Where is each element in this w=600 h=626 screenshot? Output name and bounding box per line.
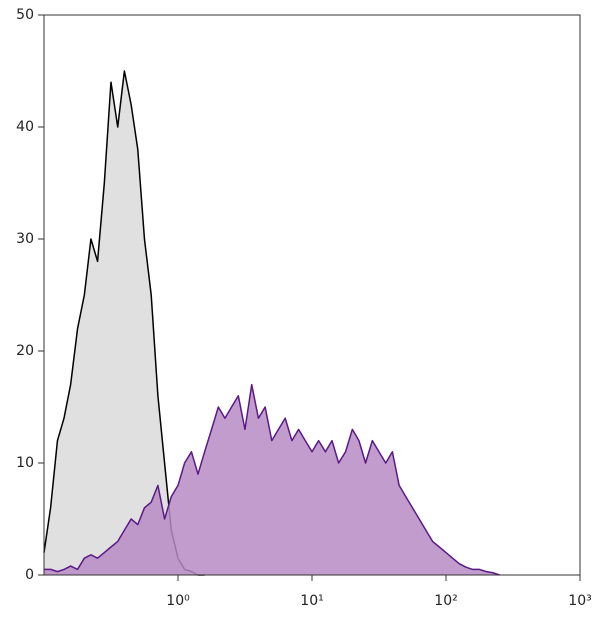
y-tick-label: 40 — [16, 119, 34, 135]
y-tick-label: 50 — [16, 7, 34, 23]
x-tick-label: 10² — [434, 593, 457, 609]
x-tick-label: 10³ — [568, 593, 591, 609]
y-tick-label: 10 — [16, 455, 34, 471]
area-fill — [44, 71, 205, 575]
y-tick-label: 0 — [25, 567, 34, 583]
y-tick-label: 30 — [16, 231, 34, 247]
area-fill — [44, 384, 500, 575]
histogram-line — [44, 383, 500, 576]
x-tick-label: 10⁰ — [166, 593, 190, 609]
x-tick-label: 10¹ — [300, 593, 323, 609]
y-tick-label: 20 — [16, 343, 34, 359]
